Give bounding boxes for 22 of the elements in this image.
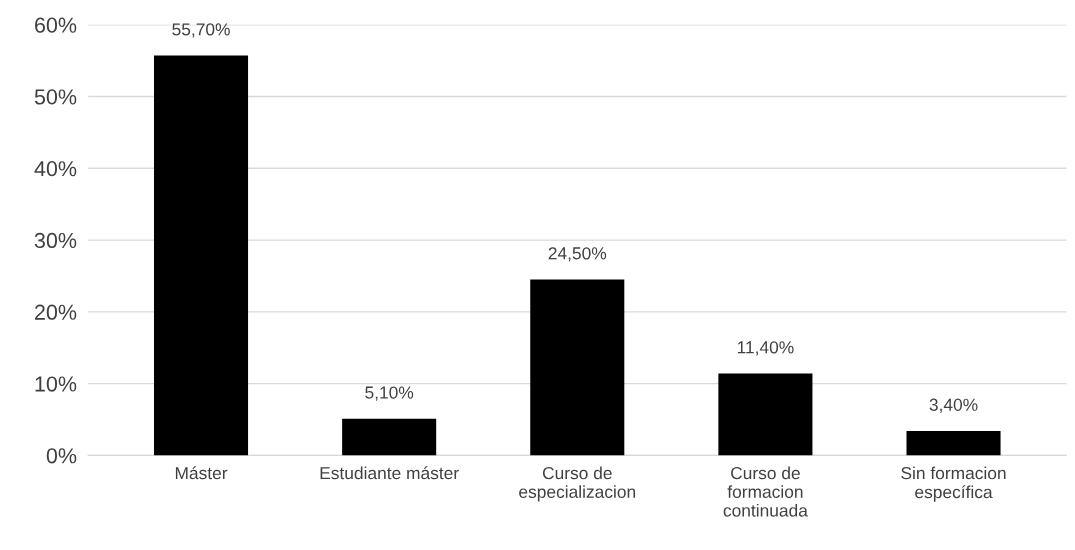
data-label: 24,50% <box>548 247 607 262</box>
x-tick-label: Curso de especializacion <box>519 466 636 502</box>
bar <box>530 279 625 456</box>
bar <box>718 373 813 456</box>
y-tick-label: 30% <box>34 232 77 249</box>
y-tick-label: 50% <box>34 89 77 105</box>
bar <box>342 418 437 456</box>
y-tick-label: 20% <box>35 304 77 320</box>
x-tick-label: Curso de formacion continuada <box>723 466 808 517</box>
y-tick-label: 60% <box>35 17 77 33</box>
x-tick-label: Estudiante máster <box>320 466 459 480</box>
data-label: 11,40% <box>737 341 794 356</box>
x-tick-label: Máster <box>175 466 228 480</box>
data-label: 5,10% <box>365 386 414 401</box>
y-tick-label: 10% <box>35 376 77 392</box>
bar <box>906 431 1001 456</box>
data-label: 55,70% <box>172 23 230 38</box>
data-label: 3,40% <box>929 398 978 413</box>
bar <box>153 55 249 456</box>
y-tick-label: 40% <box>34 161 77 177</box>
x-tick-label: Sin formacion específica <box>901 466 1006 502</box>
y-tick-label: 0% <box>46 448 77 464</box>
